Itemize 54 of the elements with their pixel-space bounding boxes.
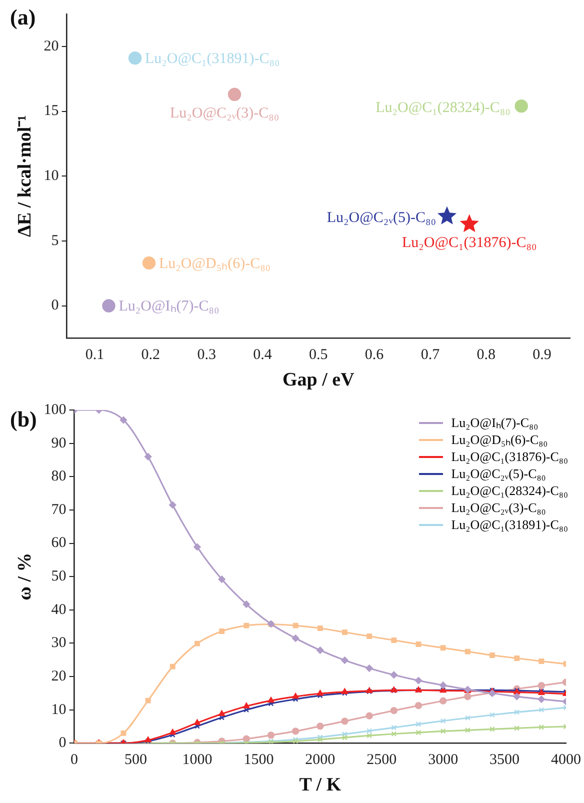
- x-tick-label: 0.5: [309, 347, 328, 364]
- y-axis-title: ΔE / kcal·mol⁻¹: [14, 115, 36, 237]
- x-tick-label: 3500: [490, 752, 520, 768]
- x-tick-label: 0: [70, 752, 78, 768]
- legend-label: Lu₂O@C₂ᵥ(5)-C₈₀: [451, 465, 546, 482]
- y-tick-label: 50: [51, 568, 66, 585]
- x-tick-label: 2000: [305, 752, 336, 768]
- y-tick-label: 0: [58, 735, 66, 752]
- x-tick-label: 1000: [182, 752, 212, 768]
- y-tick-label: 5: [51, 232, 59, 249]
- y-tick-label: 40: [51, 602, 66, 618]
- x-tick-label: 0.3: [197, 347, 216, 364]
- chart-title: (a): [10, 4, 36, 30]
- x-tick-label: 0.7: [420, 347, 440, 364]
- x-tick-label: 500: [124, 752, 148, 768]
- y-tick-label: 70: [51, 502, 66, 518]
- y-tick-label: 0: [51, 298, 59, 314]
- legend-label: Lu₂O@D₅ₕ(6)-C₈₀: [451, 431, 548, 448]
- legend-label: Lu₂O@C₁(28324)-C₈₀: [451, 482, 568, 499]
- series-label: Lu₂O@C₁(28324)-C₈₀: [376, 100, 510, 116]
- legend-label: Lu₂O@Iₕ(7)-C₈₀: [451, 414, 538, 431]
- y-tick-label: 15: [44, 103, 59, 120]
- x-tick-label: 0.6: [364, 347, 384, 364]
- x-tick-label: 0.1: [85, 347, 104, 364]
- series-label: Lu₂O@Iₕ(7)-C₈₀: [118, 298, 220, 315]
- x-tick-label: 1500: [244, 752, 274, 768]
- y-tick-label: 80: [51, 468, 66, 485]
- y-tick-label: 100: [44, 402, 66, 418]
- y-tick-label: 20: [44, 38, 59, 54]
- series-label: Lu₂O@C₂ᵥ(3)-C₈₀: [170, 105, 280, 122]
- x-tick-label: 0.8: [476, 347, 496, 364]
- x-tick-label: 0.2: [141, 347, 160, 364]
- y-tick-label: 30: [51, 635, 66, 652]
- y-tick-label: 10: [44, 168, 59, 184]
- x-axis-title: T / K: [299, 774, 342, 796]
- series-label: Lu₂O@D₅ₕ(6)-C₈₀: [158, 256, 271, 272]
- x-tick-label: 2500: [366, 752, 397, 768]
- series-label: Lu₂O@C₁(31876)-C₈₀: [402, 235, 537, 252]
- x-tick-label: 0.9: [532, 347, 552, 364]
- x-tick-label: 0.4: [253, 347, 272, 364]
- y-tick-label: 60: [51, 535, 66, 552]
- y-tick-label: 20: [51, 668, 66, 684]
- x-tick-label: 4000: [551, 752, 581, 768]
- chart-title: (b): [10, 406, 37, 432]
- series-label: Lu₂O@C₁(31891)-C₈₀: [145, 51, 280, 68]
- y-axis-title: ω / %: [14, 552, 36, 600]
- legend-label: Lu₂O@C₁(31891)-C₈₀: [451, 516, 568, 533]
- series-label: Lu₂O@C₂ᵥ(5)-C₈₀: [326, 210, 436, 226]
- legend-label: Lu₂O@C₁(31876)-C₈₀: [451, 448, 568, 465]
- legend-label: Lu₂O@C₂ᵥ(3)-C₈₀: [451, 499, 546, 516]
- x-tick-label: 3000: [428, 752, 458, 768]
- x-axis-title: Gap / eV: [282, 370, 355, 391]
- y-tick-label: 90: [51, 435, 66, 452]
- y-tick-label: 10: [51, 702, 66, 718]
